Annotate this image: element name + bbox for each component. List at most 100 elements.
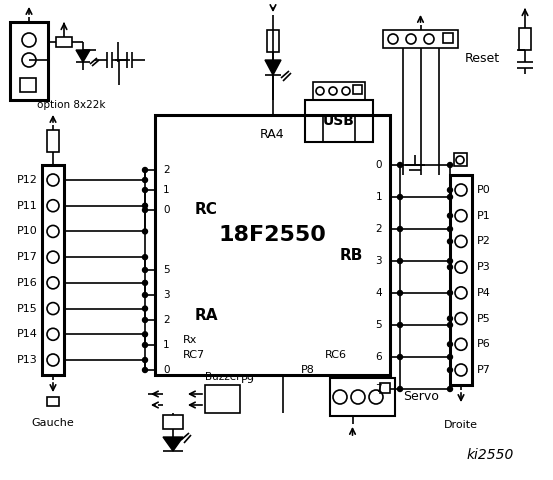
Circle shape — [447, 259, 452, 264]
Text: Rx: Rx — [183, 335, 197, 345]
Text: ki2550: ki2550 — [466, 448, 514, 462]
Text: 3: 3 — [375, 256, 382, 266]
Bar — [519, 28, 531, 50]
Text: P4: P4 — [477, 288, 491, 298]
Text: RA: RA — [195, 308, 218, 323]
Circle shape — [143, 317, 148, 323]
Bar — [42, 165, 64, 375]
Circle shape — [143, 203, 148, 208]
Bar — [383, 30, 458, 48]
Bar — [330, 378, 395, 416]
Text: P7: P7 — [477, 365, 491, 375]
Text: P5: P5 — [477, 313, 491, 324]
Text: Servo: Servo — [403, 391, 439, 404]
Circle shape — [447, 264, 452, 270]
Text: P15: P15 — [17, 303, 38, 313]
Circle shape — [447, 290, 452, 295]
Bar — [267, 30, 279, 52]
Text: 7: 7 — [375, 384, 382, 394]
Text: P2: P2 — [477, 237, 491, 246]
Circle shape — [447, 227, 452, 231]
Bar — [450, 175, 472, 385]
Text: Buzzer: Buzzer — [205, 372, 240, 382]
Circle shape — [447, 194, 452, 200]
Text: P11: P11 — [17, 201, 38, 211]
Bar — [47, 397, 59, 406]
Text: P16: P16 — [17, 278, 38, 288]
Text: 0: 0 — [375, 160, 382, 170]
Text: 4: 4 — [375, 288, 382, 298]
Circle shape — [143, 255, 148, 260]
Circle shape — [398, 163, 403, 168]
Circle shape — [143, 332, 148, 337]
Circle shape — [143, 368, 148, 372]
Circle shape — [143, 229, 148, 234]
Text: Gauche: Gauche — [32, 418, 74, 428]
Text: 1: 1 — [163, 185, 170, 195]
Circle shape — [398, 194, 403, 200]
Circle shape — [143, 168, 148, 172]
Circle shape — [143, 267, 148, 273]
Bar — [20, 78, 36, 92]
Circle shape — [398, 227, 403, 231]
Circle shape — [447, 213, 452, 218]
Text: RB: RB — [340, 248, 363, 263]
Circle shape — [447, 323, 452, 327]
Bar — [47, 130, 59, 152]
Circle shape — [143, 280, 148, 285]
Polygon shape — [163, 437, 183, 451]
Text: P13: P13 — [17, 355, 38, 365]
Bar — [56, 37, 72, 47]
Circle shape — [143, 178, 148, 182]
Circle shape — [398, 323, 403, 327]
Bar — [305, 100, 373, 142]
Text: 5: 5 — [163, 265, 170, 275]
Circle shape — [398, 290, 403, 296]
Text: 2: 2 — [163, 315, 170, 325]
Text: 6: 6 — [375, 352, 382, 362]
Text: 2: 2 — [375, 224, 382, 234]
Circle shape — [447, 316, 452, 321]
Bar — [205, 385, 240, 413]
Circle shape — [398, 259, 403, 264]
Bar — [380, 383, 390, 393]
Text: 0: 0 — [163, 365, 170, 375]
Text: P17: P17 — [17, 252, 38, 262]
Text: P8: P8 — [301, 365, 315, 375]
Text: 0: 0 — [163, 205, 170, 215]
Polygon shape — [265, 60, 281, 75]
Bar — [163, 415, 183, 429]
Text: RC: RC — [195, 203, 218, 217]
Circle shape — [143, 292, 148, 298]
Bar — [454, 153, 467, 166]
Text: P1: P1 — [477, 211, 491, 221]
Text: option 8x22k: option 8x22k — [37, 100, 106, 110]
Text: 5: 5 — [375, 320, 382, 330]
Circle shape — [447, 342, 452, 347]
Text: 18F2550: 18F2550 — [218, 225, 326, 245]
Text: RA4: RA4 — [260, 129, 285, 142]
Text: P0: P0 — [477, 185, 491, 195]
Circle shape — [143, 358, 148, 362]
Bar — [155, 115, 390, 375]
Text: 2: 2 — [163, 165, 170, 175]
Text: USB: USB — [323, 114, 355, 128]
Text: RC7: RC7 — [183, 350, 205, 360]
Bar — [313, 82, 365, 100]
Circle shape — [143, 306, 148, 311]
Text: P3: P3 — [477, 262, 491, 272]
Circle shape — [447, 355, 452, 360]
Bar — [10, 22, 48, 100]
Text: Droite: Droite — [444, 420, 478, 430]
Circle shape — [398, 355, 403, 360]
Bar — [443, 33, 453, 43]
Text: P14: P14 — [17, 329, 38, 339]
Circle shape — [143, 188, 148, 192]
Circle shape — [447, 188, 452, 192]
Text: P6: P6 — [477, 339, 491, 349]
Polygon shape — [76, 50, 90, 62]
Circle shape — [447, 386, 452, 392]
Circle shape — [143, 343, 148, 348]
Text: 1: 1 — [375, 192, 382, 202]
Circle shape — [398, 386, 403, 392]
